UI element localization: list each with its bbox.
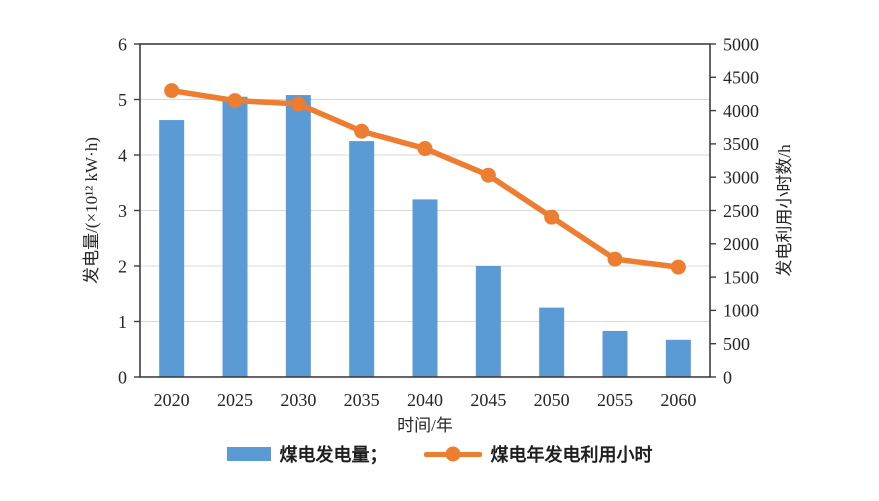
x-tick-label: 2055 bbox=[597, 390, 633, 410]
bar-2030 bbox=[285, 95, 311, 377]
right-tick-label: 5000 bbox=[723, 34, 759, 54]
right-tick-label: 1500 bbox=[723, 267, 759, 287]
left-tick-label: 5 bbox=[118, 90, 127, 110]
x-tick-label: 2025 bbox=[217, 390, 253, 410]
x-axis: 2020 2025 2030 2035 2040 2045 2050 2055 2060 bbox=[154, 390, 697, 410]
bar-2025 bbox=[222, 96, 248, 377]
legend-line-label: 煤电年发电利用小时 bbox=[490, 445, 653, 465]
x-tick-label: 2030 bbox=[280, 390, 316, 410]
left-tick-label: 0 bbox=[118, 367, 127, 387]
x-axis-title: 时间/年 bbox=[397, 416, 453, 435]
bar-2045 bbox=[475, 266, 501, 377]
left-tick-label: 3 bbox=[118, 201, 127, 221]
left-tick-label: 1 bbox=[118, 312, 127, 332]
marker-2060 bbox=[670, 259, 686, 275]
legend-line-marker-icon bbox=[445, 446, 460, 462]
right-axis-title: 发电利用小时数/h bbox=[775, 144, 794, 277]
legend-line-swatch bbox=[423, 446, 482, 462]
x-tick-label: 2045 bbox=[470, 390, 506, 410]
right-tick-label: 0 bbox=[723, 367, 732, 387]
marker-2055 bbox=[607, 251, 623, 267]
x-tick-label: 2050 bbox=[534, 390, 570, 410]
bar-series-coal-generation bbox=[159, 95, 691, 377]
right-tick-label: 2000 bbox=[723, 234, 759, 254]
line-series-utilization-hours bbox=[164, 83, 686, 275]
marker-2025 bbox=[227, 93, 243, 109]
left-tick-label: 4 bbox=[118, 145, 127, 165]
left-tick-label: 6 bbox=[118, 34, 127, 54]
x-tick-label: 2060 bbox=[660, 390, 696, 410]
legend-bar-label: 煤电发电量； bbox=[279, 445, 388, 465]
right-tick-label: 3500 bbox=[723, 134, 759, 154]
bar-2060 bbox=[665, 339, 691, 377]
left-axis-title: 发电量/(×10¹² kW·h) bbox=[82, 137, 101, 284]
legend-bar-swatch bbox=[226, 447, 271, 461]
bar-2055 bbox=[602, 330, 628, 377]
bar-2050 bbox=[539, 307, 565, 377]
x-tick-label: 2020 bbox=[154, 390, 190, 410]
marker-2040 bbox=[417, 141, 433, 157]
bar-2040 bbox=[412, 199, 438, 377]
bar-2020 bbox=[159, 120, 185, 377]
right-tick-label: 500 bbox=[723, 334, 750, 354]
right-axis: 0 500 1000 1500 2000 2500 3000 3500 4000 4500 5000 bbox=[710, 34, 759, 387]
chart-legend: 煤电发电量； 煤电年发电利用小时 bbox=[0, 441, 879, 467]
marker-2045 bbox=[480, 167, 496, 183]
legend-item-utilization-hours: 煤电年发电利用小时 bbox=[423, 441, 653, 467]
right-tick-label: 4500 bbox=[723, 68, 759, 88]
bar-2035 bbox=[349, 141, 375, 377]
right-tick-label: 2500 bbox=[723, 201, 759, 221]
right-tick-label: 4000 bbox=[723, 101, 759, 121]
marker-2030 bbox=[290, 96, 306, 112]
legend-item-generation: 煤电发电量； bbox=[226, 441, 388, 467]
marker-2020 bbox=[164, 83, 180, 99]
left-tick-label: 2 bbox=[118, 256, 127, 276]
left-axis: 0 1 2 3 4 5 6 bbox=[118, 34, 140, 387]
x-tick-label: 2040 bbox=[407, 390, 443, 410]
marker-2035 bbox=[354, 123, 370, 139]
right-tick-label: 3000 bbox=[723, 168, 759, 188]
x-tick-label: 2035 bbox=[344, 390, 380, 410]
marker-2050 bbox=[544, 209, 560, 225]
combo-chart: 0 1 2 3 4 5 6 0 500 1000 1500 2000 2500 3000 3500 4000 4… bbox=[82, 34, 794, 435]
right-tick-label: 1000 bbox=[723, 301, 759, 321]
